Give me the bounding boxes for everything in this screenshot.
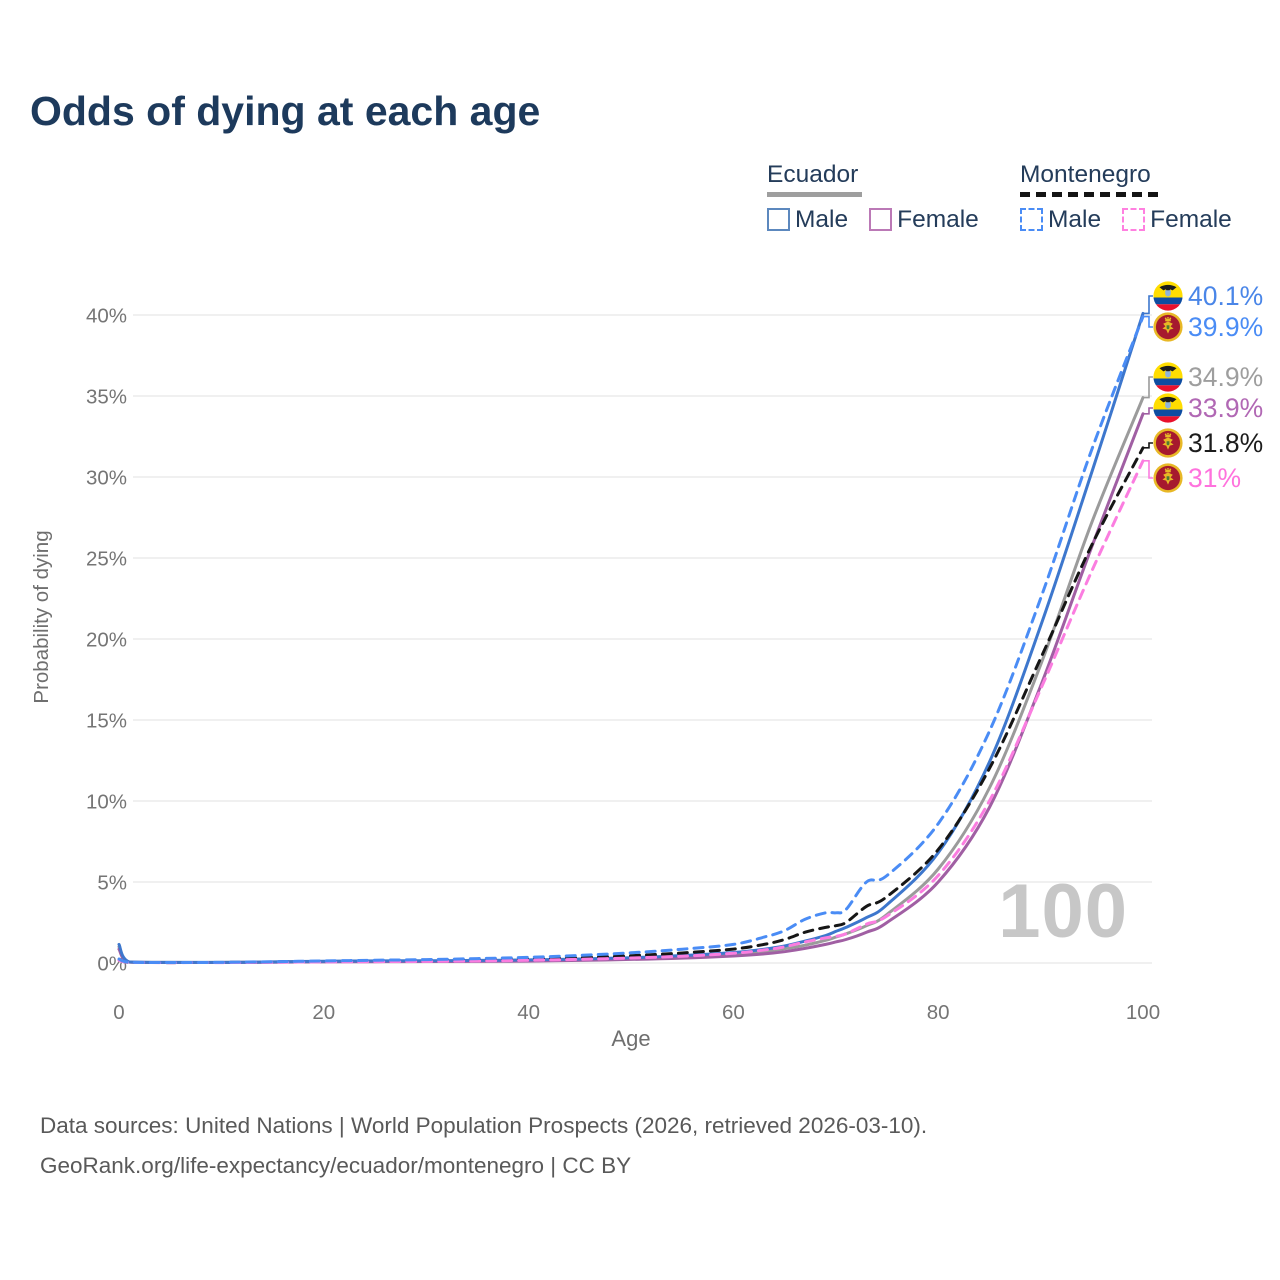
flag-icon-montenegro	[1153, 312, 1183, 342]
end-label-value: 39.9%	[1188, 312, 1264, 342]
legend-swatch-ecuador-male	[767, 208, 790, 231]
label-connector-montenegro-both	[1143, 442, 1153, 449]
label-connector-ecuador-both	[1143, 376, 1153, 399]
x-tick-label: 20	[312, 1001, 335, 1024]
x-tick-label: 100	[1126, 1001, 1160, 1024]
series-line-ecuador-male	[117, 311, 1145, 964]
legend-label-montenegro-male: Male	[1048, 205, 1102, 233]
y-tick-label: 40%	[86, 305, 127, 328]
y-axis-title: Probability of dying	[30, 530, 53, 704]
legend-item-ecuador-female[interactable]: Female	[869, 206, 979, 234]
x-tick-label: 40	[517, 1001, 540, 1024]
legend-label-montenegro-female: Female	[1150, 205, 1232, 233]
page-title: Odds of dying at each age	[30, 88, 541, 134]
flag-icon-ecuador	[1153, 362, 1183, 392]
x-tick-label: 0	[113, 1001, 124, 1024]
x-tick-label: 60	[722, 1001, 745, 1024]
label-connector-montenegro-female	[1143, 460, 1153, 479]
series-line-montenegro-both	[117, 446, 1145, 965]
series-line-montenegro-female	[117, 459, 1145, 965]
series-line-ecuador-female	[117, 412, 1145, 964]
flag-icon-montenegro	[1153, 463, 1183, 493]
legend-item-montenegro-male[interactable]: Male	[1020, 206, 1101, 234]
end-label-ecuador-female: 33.9%	[1153, 393, 1263, 423]
legend-swatch-montenegro-female	[1122, 208, 1146, 231]
y-tick-label: 35%	[86, 386, 127, 409]
legend-underline-ecuador-solid	[767, 192, 862, 197]
flag-icon-montenegro	[1153, 428, 1183, 458]
label-connector-montenegro-male	[1143, 315, 1153, 328]
legend-underline-montenegro-dashed	[1020, 192, 1163, 197]
flag-icon-ecuador	[1153, 393, 1183, 423]
end-label-value: 34.9%	[1188, 362, 1264, 392]
legend-swatch-ecuador-female	[869, 208, 893, 231]
legend-swatch-montenegro-male	[1020, 208, 1043, 231]
legend-label-ecuador-female: Female	[897, 205, 979, 233]
label-connector-ecuador-male	[1143, 295, 1153, 315]
legend-title-ecuador: Ecuador	[767, 161, 859, 188]
end-label-value: 40.1%	[1188, 281, 1264, 311]
legend-item-montenegro-female[interactable]: Female	[1122, 206, 1232, 234]
y-tick-label: 5%	[97, 872, 127, 895]
age-indicator-watermark: 100	[998, 869, 1128, 954]
end-label-montenegro-male: 39.9%	[1153, 312, 1263, 342]
end-label-value: 33.9%	[1188, 393, 1264, 423]
end-label-value: 31%	[1188, 463, 1242, 493]
x-tick-label: 80	[927, 1001, 950, 1024]
y-tick-label: 15%	[86, 710, 127, 733]
y-tick-label: 30%	[86, 467, 127, 490]
y-tick-label: 25%	[86, 548, 127, 571]
series-line-ecuador-both	[117, 396, 1145, 964]
legend-title-montenegro: Montenegro	[1020, 161, 1151, 188]
end-label-ecuador-both: 34.9%	[1153, 362, 1263, 392]
footer-attribution: GeoRank.org/life-expectancy/ecuador/mont…	[40, 1153, 632, 1178]
end-label-ecuador-male: 40.1%	[1153, 281, 1263, 311]
legend-group-ecuador: Ecuador Male Female	[767, 161, 1000, 234]
label-connector-ecuador-female	[1143, 407, 1153, 415]
legend-item-ecuador-male[interactable]: Male	[767, 206, 848, 234]
end-label-montenegro-female: 31%	[1153, 463, 1241, 493]
x-axis-title: Age	[611, 1026, 651, 1051]
legend-group-montenegro: Montenegro Male Female	[1020, 161, 1253, 234]
footer: Data sources: United Nations | World Pop…	[40, 1106, 927, 1186]
legend-label-ecuador-male: Male	[795, 205, 849, 233]
end-label-value: 31.8%	[1188, 428, 1264, 458]
footer-data-sources: Data sources: United Nations | World Pop…	[40, 1113, 928, 1138]
flag-icon-ecuador	[1153, 281, 1183, 311]
series-line-montenegro-male	[117, 315, 1145, 964]
y-tick-label: 10%	[86, 791, 127, 814]
y-tick-label: 20%	[86, 629, 127, 652]
end-label-montenegro-both: 31.8%	[1153, 428, 1263, 458]
